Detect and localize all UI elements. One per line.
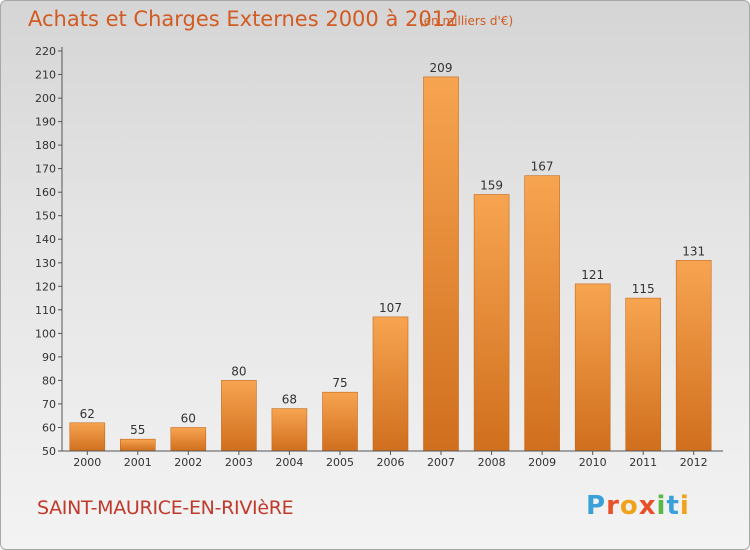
bar-2008 [473, 194, 510, 452]
bar-2012 [675, 260, 712, 452]
bar-2010 [574, 283, 611, 452]
data-label-2005: 75 [332, 376, 347, 390]
y-tick-label-150: 150 [35, 210, 56, 223]
data-label-2012: 131 [682, 244, 705, 258]
x-tick-label-2006: 2006 [377, 456, 405, 469]
bar-2009 [524, 175, 560, 452]
y-tick-label-170: 170 [35, 163, 56, 176]
logo-letter: i [656, 491, 667, 521]
logo-letter: i [679, 491, 690, 521]
x-tick-label-2008: 2008 [478, 456, 506, 469]
bar-2006 [372, 316, 409, 452]
y-tick-label-110: 110 [35, 304, 56, 317]
data-label-2010: 121 [581, 268, 604, 282]
data-label-2006: 107 [379, 301, 402, 315]
x-tick-label-2001: 2001 [124, 456, 152, 469]
chart-title: Achats et Charges Externes 2000 à 2012 [28, 7, 459, 31]
commune-name: SAINT-MAURICE-EN-RIVIèRE [37, 497, 294, 519]
logo-letter: o [619, 491, 639, 521]
y-tick-label-190: 190 [35, 116, 56, 129]
x-tick-label-2005: 2005 [326, 456, 354, 469]
x-tick-label-2003: 2003 [225, 456, 253, 469]
data-label-2002: 60 [181, 412, 196, 426]
y-tick-label-90: 90 [42, 351, 56, 364]
logo-letter: x [638, 491, 657, 521]
logo-letter: r [606, 491, 620, 521]
y-tick-label-130: 130 [35, 257, 56, 270]
x-tick-label-2012: 2012 [680, 456, 708, 469]
y-tick-label-140: 140 [35, 233, 56, 246]
y-tick-label-180: 180 [35, 139, 56, 152]
data-label-2003: 80 [231, 364, 246, 378]
axes-layer: 2000 2001 2002 2003 2004 2005 2006 2007 2008 2009… [35, 45, 723, 469]
y-tick-label-80: 80 [42, 374, 56, 387]
bar-2005 [322, 391, 358, 452]
y-tick-label-60: 60 [42, 422, 56, 435]
bars-layer: 62 55 60 80 68 75 107 209 159 167 121 115 131 [69, 61, 712, 452]
x-tick-label-2009: 2009 [528, 456, 556, 469]
y-tick-label-200: 200 [35, 92, 56, 105]
bar-2000 [69, 422, 106, 452]
data-label-2008: 159 [480, 179, 503, 193]
logo-letter: t [666, 491, 680, 521]
bar-2001 [120, 438, 156, 452]
y-tick-label-210: 210 [35, 69, 56, 82]
bar-2003 [221, 380, 257, 452]
data-label-2007: 209 [430, 61, 453, 75]
x-tick-label-2011: 2011 [629, 456, 657, 469]
y-tick-label-220: 220 [35, 45, 56, 58]
data-label-2001: 55 [130, 423, 145, 437]
x-tick-label-2007: 2007 [427, 456, 455, 469]
bar-2002 [170, 427, 207, 452]
x-tick-label-2000: 2000 [73, 456, 101, 469]
unit-label: (en milliers d'€) [419, 14, 514, 28]
bar-2004 [271, 408, 308, 452]
y-tick-label-50: 50 [42, 445, 56, 458]
x-tick-label-2010: 2010 [579, 456, 607, 469]
x-tick-label-2004: 2004 [275, 456, 303, 469]
logo-letter: P [586, 491, 607, 521]
bar-2011 [625, 297, 662, 452]
y-tick-label-70: 70 [42, 398, 56, 411]
y-tick-label-120: 120 [35, 280, 56, 293]
bar-2007 [423, 76, 459, 452]
x-tick-label-2002: 2002 [174, 456, 202, 469]
y-tick-label-100: 100 [35, 327, 56, 340]
y-tick-label-160: 160 [35, 186, 56, 199]
data-label-2011: 115 [632, 282, 655, 296]
data-label-2009: 167 [531, 160, 554, 174]
data-label-2000: 62 [80, 407, 95, 421]
proxiti-logo[interactable]: Proxiti [586, 491, 690, 521]
data-label-2004: 68 [282, 393, 297, 407]
